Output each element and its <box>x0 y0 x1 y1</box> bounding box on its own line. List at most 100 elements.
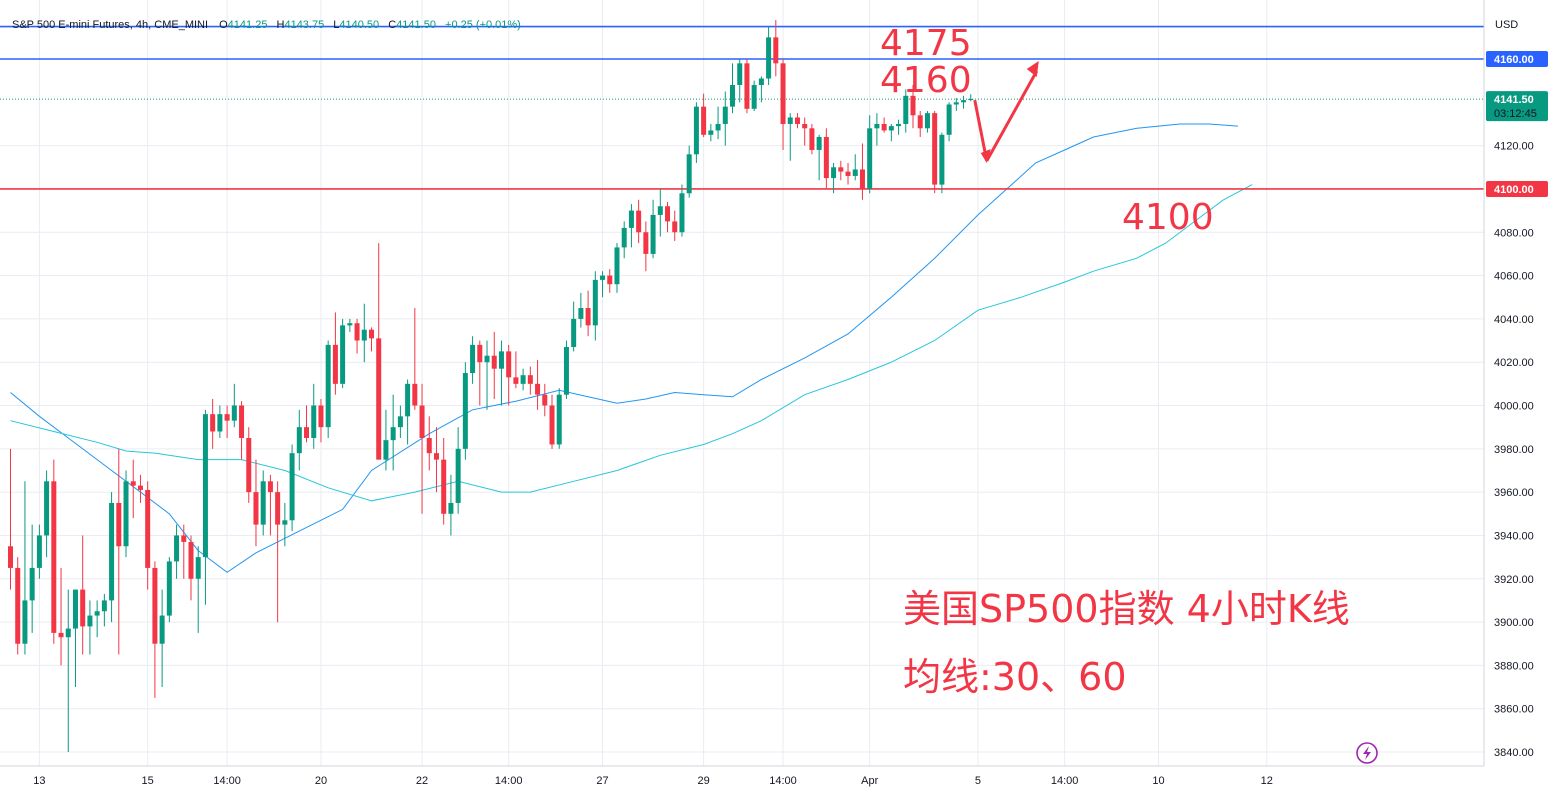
candle[interactable] <box>36 524 42 579</box>
candle-body[interactable] <box>44 481 50 536</box>
candle-body[interactable] <box>549 405 555 445</box>
level-tag[interactable] <box>1486 51 1548 67</box>
candle[interactable] <box>246 427 252 503</box>
candle[interactable] <box>123 470 129 558</box>
candle-body[interactable] <box>376 338 382 460</box>
candle-body[interactable] <box>932 113 938 185</box>
candle-body[interactable] <box>260 481 266 525</box>
candle-body[interactable] <box>289 453 295 521</box>
candle[interactable] <box>730 63 735 114</box>
candle[interactable] <box>477 340 483 406</box>
candle-body[interactable] <box>340 325 346 384</box>
candle-body[interactable] <box>513 377 519 384</box>
candle[interactable] <box>744 59 750 114</box>
candle-body[interactable] <box>722 106 728 124</box>
candle[interactable] <box>174 524 180 579</box>
candle[interactable] <box>72 589 78 688</box>
candle[interactable] <box>628 204 634 248</box>
candle[interactable] <box>383 409 389 471</box>
candle[interactable] <box>296 409 302 471</box>
candle-body[interactable] <box>773 37 779 64</box>
candle[interactable] <box>354 318 360 354</box>
candle[interactable] <box>961 95 967 109</box>
candle[interactable] <box>101 593 107 627</box>
candle-body[interactable] <box>600 275 606 280</box>
candle-body[interactable] <box>448 502 454 514</box>
candle[interactable] <box>304 405 310 443</box>
candle-body[interactable] <box>441 459 447 514</box>
candle[interactable] <box>520 368 526 391</box>
candle-body[interactable] <box>701 106 707 135</box>
candle-body[interactable] <box>888 126 894 131</box>
candle-body[interactable] <box>679 193 685 233</box>
candle-body[interactable] <box>715 123 721 131</box>
candle[interactable] <box>758 76 764 103</box>
candle[interactable] <box>441 437 447 525</box>
candle[interactable] <box>109 492 115 623</box>
candle-body[interactable] <box>354 323 360 341</box>
candle-body[interactable] <box>123 481 129 547</box>
candle-body[interactable] <box>470 344 476 374</box>
candle-body[interactable] <box>585 308 591 326</box>
candle-body[interactable] <box>766 37 772 79</box>
candle-body[interactable] <box>51 481 57 633</box>
candle[interactable] <box>708 123 714 142</box>
candle-body[interactable] <box>809 128 815 150</box>
candle[interactable] <box>563 340 569 400</box>
candle[interactable] <box>794 113 800 129</box>
candle[interactable] <box>802 117 808 146</box>
candle-body[interactable] <box>737 63 743 85</box>
candle-body[interactable] <box>369 329 374 339</box>
candle-body[interactable] <box>787 117 793 124</box>
candle-body[interactable] <box>498 351 504 369</box>
candle[interactable] <box>376 243 382 460</box>
candle-body[interactable] <box>527 375 533 384</box>
candle[interactable] <box>260 470 266 536</box>
candle-body[interactable] <box>174 535 180 562</box>
candle[interactable] <box>672 210 678 241</box>
candle-body[interactable] <box>217 414 223 432</box>
candle-body[interactable] <box>332 344 338 384</box>
candle[interactable] <box>130 459 136 519</box>
candle-body[interactable] <box>87 615 93 627</box>
level-tag[interactable] <box>1486 180 1548 197</box>
last-price-tag[interactable] <box>1486 91 1548 122</box>
candle[interactable] <box>722 91 728 146</box>
candle-body[interactable] <box>838 167 844 172</box>
candle-body[interactable] <box>506 351 512 378</box>
candle[interactable] <box>859 143 865 200</box>
candle-body[interactable] <box>961 100 967 103</box>
candle-body[interactable] <box>924 113 930 129</box>
candle-body[interactable] <box>462 373 468 449</box>
candle-body[interactable] <box>80 589 86 627</box>
candle[interactable] <box>217 405 223 438</box>
candle-body[interactable] <box>65 628 71 638</box>
candle-body[interactable] <box>780 63 786 124</box>
candle[interactable] <box>29 524 35 633</box>
time-axis[interactable]: 13 15 14:00 20 22 14:00 27 29 14:00 Apr 5 14:00 10 12 <box>0 765 1484 787</box>
candle-body[interactable] <box>881 123 887 131</box>
candle[interactable] <box>202 409 208 605</box>
candle-body[interactable] <box>794 117 800 124</box>
candle[interactable] <box>145 481 151 590</box>
candle[interactable] <box>325 340 331 438</box>
candle-body[interactable] <box>802 123 808 129</box>
candle-body[interactable] <box>405 383 411 417</box>
candle[interactable] <box>932 110 938 194</box>
candle-body[interactable] <box>239 405 245 438</box>
candle[interactable] <box>592 271 598 341</box>
candle[interactable] <box>58 567 64 666</box>
candle-body[interactable] <box>542 394 548 406</box>
candle-body[interactable] <box>563 347 569 395</box>
candle[interactable] <box>867 115 873 194</box>
candle[interactable] <box>585 290 591 337</box>
candle[interactable] <box>253 459 259 547</box>
candle-body[interactable] <box>874 123 880 129</box>
candle-body[interactable] <box>730 84 735 107</box>
candle-body[interactable] <box>383 440 389 460</box>
candle-body[interactable] <box>224 414 230 421</box>
candle[interactable] <box>8 448 13 590</box>
price-axis[interactable]: 3840.00 3860.00 3880.00 3900.00 3920.00 3940.… <box>1483 0 1548 766</box>
candle-body[interactable] <box>72 589 78 629</box>
